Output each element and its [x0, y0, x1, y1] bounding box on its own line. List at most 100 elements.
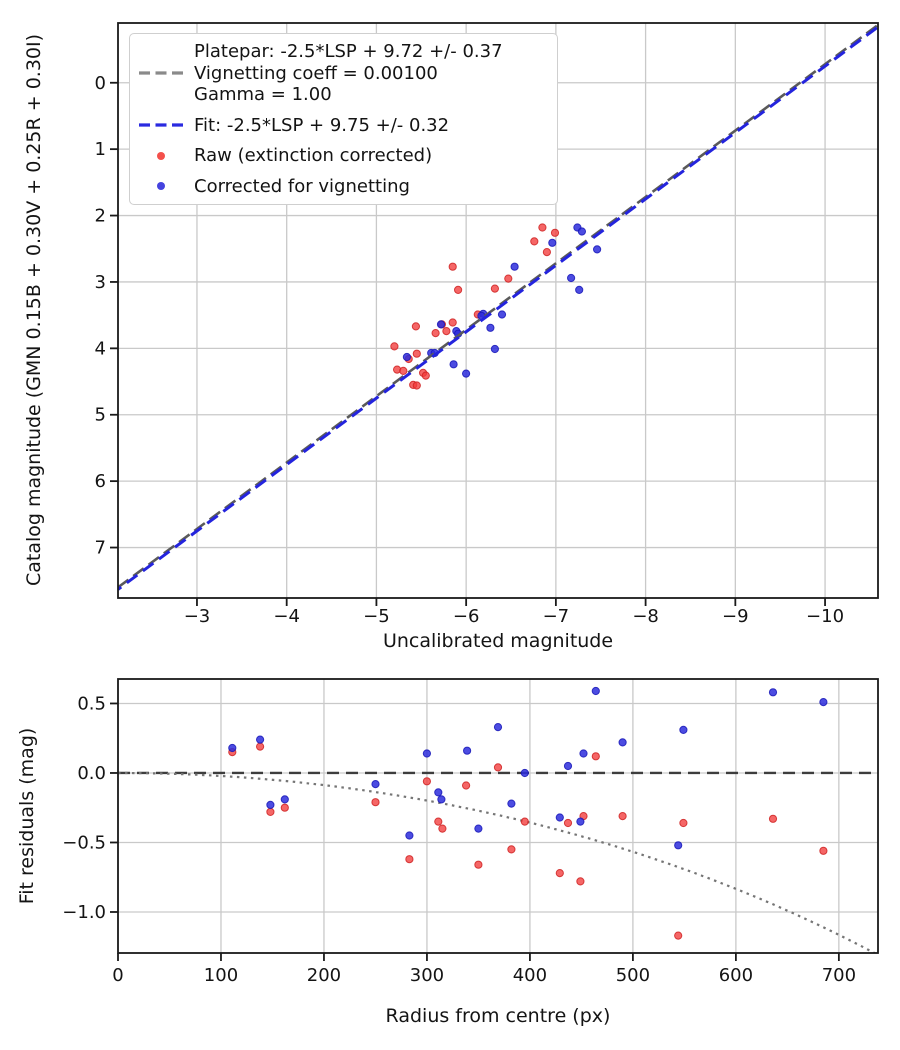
scatter-point-raw — [507, 845, 516, 854]
scatter-point-raw — [819, 846, 828, 855]
legend-item-corrected: Corrected for vignetting — [136, 176, 549, 198]
scatter-point-corrected — [437, 795, 446, 804]
scatter-point-corrected — [405, 831, 414, 840]
scatter-point-corrected — [493, 723, 503, 732]
scatter-point-raw — [618, 812, 627, 821]
scatter-point-corrected — [266, 800, 275, 810]
scatter-point-corrected — [490, 344, 499, 354]
top-ylabel: Catalog magnitude (GMN 0.15B + 0.30V + 0… — [23, 33, 45, 587]
scatter-point-corrected — [422, 749, 431, 758]
scatter-point-raw — [474, 860, 483, 869]
y-tick-label: 6 — [95, 471, 106, 492]
platepar-line — [118, 23, 878, 589]
x-tick-label: 700 — [822, 965, 856, 986]
x-tick-label: −9 — [722, 606, 749, 627]
x-tick-label: 600 — [719, 965, 753, 986]
scatter-point-raw — [768, 814, 778, 823]
scatter-point-corrected — [768, 688, 778, 697]
x-tick-label: −10 — [806, 606, 844, 627]
x-tick-label: 400 — [513, 965, 547, 986]
scatter-point-raw — [576, 877, 585, 886]
scatter-point-corrected — [591, 686, 600, 696]
scatter-point-raw — [542, 248, 552, 257]
scatter-point-corrected — [474, 824, 483, 833]
y-tick-label: 5 — [95, 405, 106, 426]
scatter-point-corrected — [548, 238, 557, 247]
scatter-point-raw — [438, 824, 447, 833]
y-tick-label: −1.0 — [62, 902, 106, 923]
scatter-point-corrected — [402, 352, 411, 362]
scatter-point-corrected — [618, 738, 627, 747]
scatter-point-raw — [530, 237, 539, 246]
legend-fit-label: Fit: -2.5*LSP + 9.75 +/- 0.32 — [194, 114, 450, 136]
scatter-point-corrected — [679, 725, 688, 735]
plot-frame — [117, 22, 879, 599]
scatter-point-corrected — [819, 698, 828, 707]
scatter-point-raw — [679, 818, 688, 828]
y-tick-label: 4 — [95, 338, 106, 359]
bottom-ylabel: Fit residuals (mag) — [16, 727, 38, 905]
fit-line — [118, 25, 878, 591]
scatter-point-raw — [434, 817, 443, 826]
y-tick-label: 2 — [95, 206, 106, 227]
scatter-point-corrected — [449, 360, 458, 369]
scatter-point-raw — [266, 807, 275, 817]
scatter-point-raw — [422, 777, 431, 786]
y-tick-label: 0.5 — [77, 693, 106, 714]
scatter-point-raw — [538, 223, 547, 232]
scatter-point-corrected — [520, 768, 529, 778]
x-tick-label: 500 — [616, 965, 650, 986]
scatter-point-raw — [431, 329, 440, 338]
scatter-point-corrected — [575, 285, 584, 294]
legend-item-raw: Raw (extinction corrected) — [136, 145, 549, 167]
raw-marker-icon — [136, 150, 186, 162]
scatter-point-raw — [555, 869, 564, 878]
scatter-point-corrected — [507, 799, 516, 808]
scatter-point-corrected — [576, 817, 585, 826]
scatter-point-corrected — [436, 320, 446, 329]
x-tick-label: −8 — [632, 606, 659, 627]
scatter-point-corrected — [567, 273, 576, 283]
scatter-point-raw — [442, 327, 451, 336]
scatter-point-raw — [448, 262, 457, 271]
y-tick-label: 3 — [95, 272, 106, 293]
scatter-point-raw — [280, 803, 289, 812]
scatter-point-corrected — [256, 735, 265, 744]
scatter-point-raw — [405, 855, 414, 864]
y-tick-label: 0.0 — [77, 763, 106, 784]
legend-raw-label: Raw (extinction corrected) — [194, 145, 433, 166]
scatter-point-raw — [448, 318, 457, 327]
corrected-marker-icon — [136, 180, 186, 192]
scatter-point-raw — [390, 342, 399, 351]
scatter-point-raw — [462, 781, 471, 790]
scatter-point-corrected — [563, 761, 573, 771]
legend-corrected-label: Corrected for vignetting — [194, 175, 410, 197]
legend-item-platepar: Platepar: -2.5*LSP + 9.72 +/- 0.37 Vigne… — [136, 41, 549, 106]
scatter-point-raw — [371, 798, 380, 807]
x-tick-label: 0 — [112, 965, 123, 986]
scatter-point-corrected — [228, 743, 237, 753]
x-tick-label: −4 — [273, 606, 300, 627]
bottom-xlabel: Radius from centre (px) — [385, 1005, 611, 1027]
plot-frame — [117, 678, 879, 954]
scatter-point-raw — [550, 228, 560, 237]
scatter-point-corrected — [674, 841, 683, 850]
platepar-dashed-line-icon — [136, 69, 186, 77]
y-tick-label: −0.5 — [62, 832, 106, 853]
scatter-point-raw — [454, 285, 463, 294]
scatter-point-corrected — [497, 310, 507, 319]
scatter-point-corrected — [510, 262, 519, 271]
scatter-point-raw — [674, 931, 683, 940]
scatter-point-corrected — [486, 323, 495, 332]
fit-dashed-line-icon — [136, 121, 186, 129]
y-tick-label: 7 — [95, 538, 106, 559]
x-tick-label: −7 — [543, 606, 570, 627]
scatter-point-raw — [490, 284, 499, 293]
vignetting-model-curve — [118, 771, 877, 953]
scatter-point-corrected — [577, 227, 587, 236]
y-tick-label: 1 — [95, 139, 106, 160]
corrected-dot-sample — [157, 182, 165, 191]
legend-platepar-label: Platepar: -2.5*LSP + 9.72 +/- 0.37 Vigne… — [194, 41, 503, 105]
